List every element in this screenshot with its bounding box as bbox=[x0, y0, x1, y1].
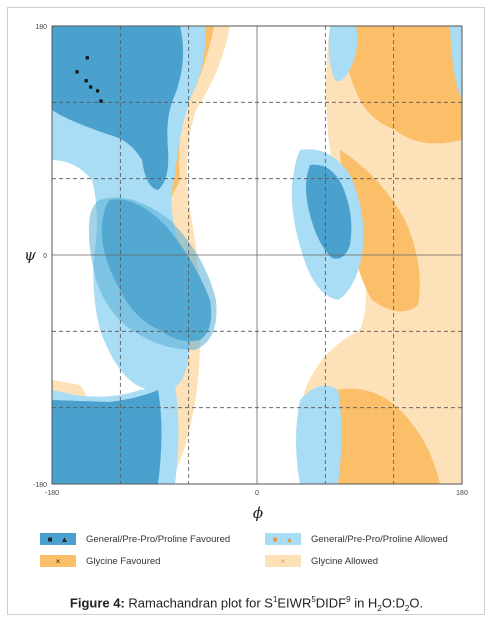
figure-caption: Figure 4: Ramachandran plot for S1EIWR5D… bbox=[0, 595, 493, 613]
legend-item-glycine-allowed: × Glycine Allowed bbox=[265, 554, 378, 568]
legend-symbol-triangle: ▲ bbox=[285, 534, 294, 544]
x-tick-label: 180 bbox=[456, 490, 468, 497]
tick-labels: -180 0 180 -180 0 180 bbox=[33, 24, 468, 497]
legend-symbol-square: ■ bbox=[272, 534, 278, 544]
caption-sup: 9 bbox=[346, 595, 351, 604]
data-point bbox=[85, 56, 89, 60]
legend-swatch-glycine-favoured: × bbox=[40, 555, 76, 567]
data-point bbox=[89, 85, 93, 89]
caption-sup: 1 bbox=[272, 595, 278, 604]
legend-item-glycine-favoured: × Glycine Favoured bbox=[40, 554, 160, 568]
legend-label-glycine-allowed: Glycine Allowed bbox=[311, 555, 379, 567]
legend-label-general-favoured: General/Pre-Pro/Proline Favoured bbox=[86, 533, 231, 545]
data-point bbox=[99, 99, 103, 103]
general-favoured-region-beta bbox=[52, 26, 184, 190]
data-points bbox=[75, 56, 103, 103]
legend-symbol-triangle: ▲ bbox=[60, 534, 69, 544]
y-tick-label: -180 bbox=[33, 482, 47, 489]
y-tick-label: 180 bbox=[35, 24, 47, 31]
legend-swatch-general-allowed: ■ ▲ bbox=[265, 533, 301, 545]
x-axis-label: ϕ bbox=[253, 504, 263, 522]
legend-label-glycine-favoured: Glycine Favoured bbox=[86, 555, 161, 567]
x-tick-label: 0 bbox=[255, 490, 259, 497]
y-axis-label: ψ bbox=[24, 246, 36, 264]
data-point bbox=[75, 70, 79, 74]
legend-item-general-favoured: ■ ▲ General/Pre-Pro/Proline Favoured bbox=[40, 532, 230, 546]
legend-swatch-glycine-allowed: × bbox=[265, 555, 301, 567]
general-favoured-region-right bbox=[306, 164, 352, 259]
ramachandran-plot: -180 0 180 -180 0 180 ϕ ψ bbox=[24, 24, 468, 522]
glycine-favoured-region-right-bottom bbox=[316, 388, 440, 484]
legend-symbol-cross: × bbox=[55, 556, 61, 566]
caption-text: EIWR bbox=[277, 595, 312, 611]
y-tick-label: 0 bbox=[43, 253, 47, 260]
caption-text: O. bbox=[409, 595, 424, 611]
caption-sup: 5 bbox=[311, 595, 316, 604]
caption-text: O:D bbox=[381, 595, 405, 611]
caption-text: in H bbox=[350, 595, 378, 611]
glycine-favoured-region-right-mid bbox=[340, 150, 420, 312]
caption-text: Ramachandran plot for S bbox=[124, 595, 273, 611]
x-tick-label: -180 bbox=[45, 490, 59, 497]
legend-symbol-cross: × bbox=[280, 556, 286, 566]
caption-text: DIDF bbox=[315, 595, 347, 611]
glycine-favoured-region-right bbox=[338, 26, 462, 144]
data-point bbox=[95, 89, 100, 93]
data-point bbox=[84, 79, 88, 83]
general-favoured-region-alpha-outer bbox=[88, 197, 217, 350]
legend-item-general-allowed: ■ ▲ General/Pre-Pro/Proline Allowed bbox=[265, 532, 448, 546]
caption-label: Figure 4: bbox=[69, 595, 125, 611]
general-favoured-region-left-bottom bbox=[52, 390, 162, 484]
legend: ■ ▲ General/Pre-Pro/Proline Favoured ■ ▲ G… bbox=[40, 528, 480, 576]
legend-label-general-allowed: General/Pre-Pro/Proline Allowed bbox=[311, 533, 448, 545]
legend-symbol-square: ■ bbox=[47, 534, 53, 544]
caption-sub: 2 bbox=[404, 603, 410, 613]
general-allowed-region-far-right bbox=[450, 26, 462, 100]
general-allowed-region-right-top bbox=[328, 26, 358, 81]
grid-lines bbox=[52, 26, 462, 484]
legend-swatch-general-favoured: ■ ▲ bbox=[40, 533, 76, 545]
caption-sub: 2 bbox=[377, 603, 382, 613]
general-allowed-region-right-bottom bbox=[296, 385, 342, 484]
